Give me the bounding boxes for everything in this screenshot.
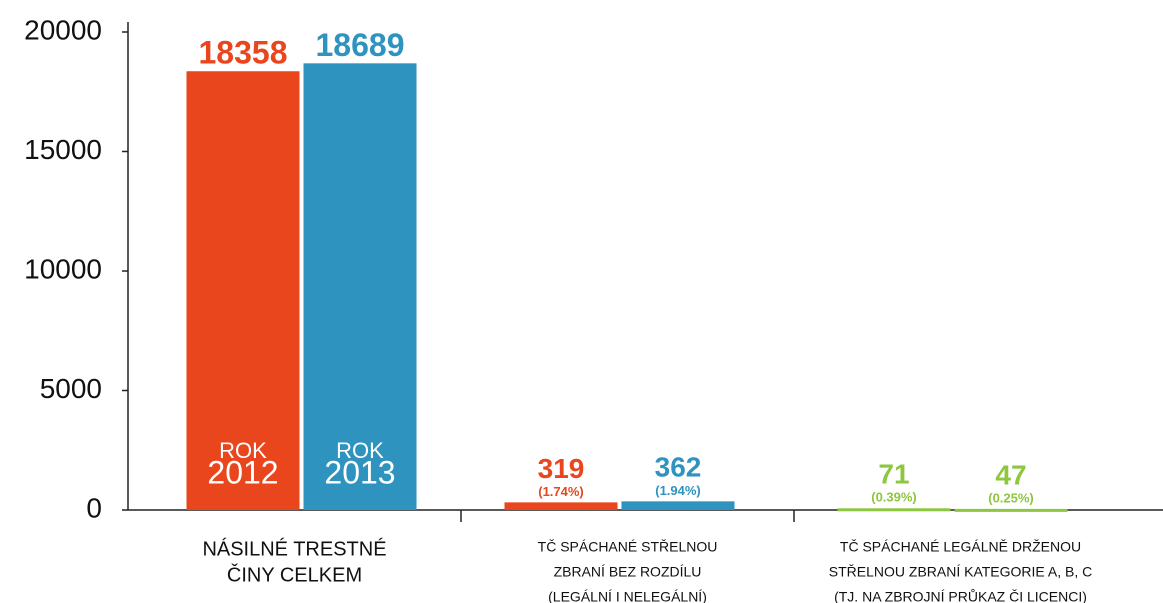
percent-label: (1.94%) — [655, 483, 701, 498]
percent-label: (1.74%) — [538, 484, 584, 499]
value-label: 18358 — [199, 35, 288, 71]
x-tick-label: ČINY CELKEM — [227, 563, 362, 586]
value-label: 319 — [538, 453, 585, 484]
bar-label: 2012 — [207, 454, 278, 490]
x-tick-label: TČ SPÁCHANÉ STŘELNOU — [538, 539, 718, 555]
bar-label: ROK — [219, 438, 267, 463]
x-tick-label: (TJ. NA ZBROJNÍ PRŮKAZ ČI LICENCI) — [834, 588, 1087, 603]
x-tick-label: TČ SPÁCHANÉ LEGÁLNĚ DRŽENOU — [840, 539, 1081, 555]
value-label: 47 — [995, 459, 1026, 490]
x-tick-label: (LEGÁLNÍ I NELEGÁLNÍ) — [548, 589, 707, 603]
bar-label: ROK — [336, 438, 384, 463]
bar — [837, 508, 951, 512]
percent-label: (0.39%) — [871, 490, 917, 505]
bar — [504, 502, 618, 510]
bar — [303, 63, 417, 511]
value-label: 71 — [878, 459, 909, 490]
bar — [621, 501, 735, 510]
x-tick-label: NÁSILNÉ TRESTNÉ — [202, 537, 386, 560]
x-tick-label: STŘELNOU ZBRANÍ KATEGORIE A, B, C — [829, 564, 1092, 580]
y-tick-label: 15000 — [24, 134, 102, 165]
bar-label: 2013 — [324, 454, 395, 490]
percent-label: (0.25%) — [988, 490, 1034, 505]
y-tick-label: 20000 — [24, 14, 102, 45]
bar — [954, 508, 1068, 512]
value-label: 18689 — [316, 27, 405, 63]
y-tick-label: 0 — [86, 492, 102, 523]
value-label: 362 — [655, 452, 702, 483]
bar — [186, 71, 300, 510]
x-tick-label: ZBRANÍ BEZ ROZDÍLU — [554, 564, 702, 580]
y-tick-label: 5000 — [40, 373, 102, 404]
y-tick-label: 10000 — [24, 253, 102, 284]
